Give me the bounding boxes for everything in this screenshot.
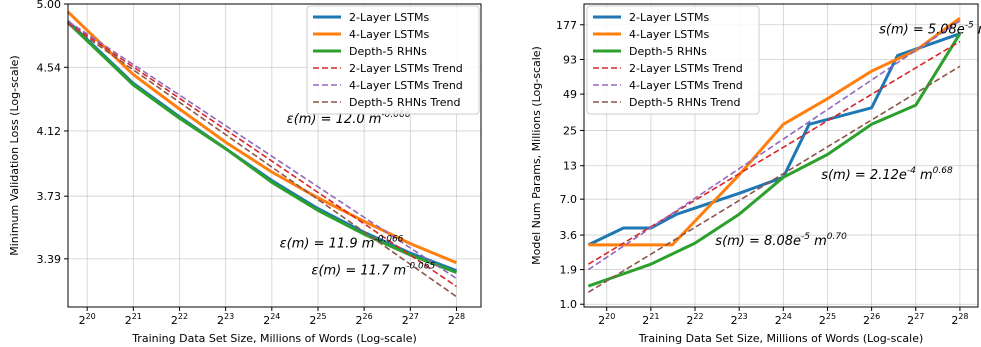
- y-tick-label: 4.12: [37, 125, 62, 138]
- y-axis-label: Minimum Validation Loss (Log-scale): [8, 55, 21, 255]
- trend-formula: ε(m) = 11.7 m-0.065: [311, 262, 435, 279]
- trend-formula: s(m) = 8.08e-5 m0.70: [715, 232, 847, 249]
- y-tick-label: 1.0: [560, 298, 578, 311]
- legend-box: [586, 5, 760, 115]
- series-line-4: [587, 40, 961, 265]
- trend-formula: s(m) = 2.12e-4 m0.68: [821, 166, 953, 183]
- x-tick-label: 223: [731, 312, 748, 327]
- x-tick-label: 226: [863, 312, 880, 327]
- trend-formula: s(m) = 5.08e-5 m0.781: [879, 21, 981, 38]
- series-line-2: [588, 16, 961, 247]
- chart-panel-2: 220 221 222 223 224 225 226 227 228 1.0 1.9 3.6 7.0 1…: [530, 3, 981, 345]
- x-tick-label: 226: [356, 312, 373, 327]
- axes-frame: [583, 3, 979, 308]
- legend-label: 4-Layer LSTMs: [349, 28, 429, 41]
- legend-label: 2-Layer LSTMs Trend: [349, 62, 463, 75]
- trend-formula: ε(m) = 12.0 m-0.066: [287, 110, 411, 127]
- legend: 2-Layer LSTMs 4-Layer LSTMs Depth-5 RHNs 2-…: [306, 5, 480, 115]
- x-tick-label: 221: [125, 312, 142, 327]
- legend-label: 2-Layer LSTMs: [629, 11, 709, 24]
- legend-label: 2-Layer LSTMs Trend: [629, 62, 743, 75]
- legend: 2-Layer LSTMs 4-Layer LSTMs Depth-5 RHNs 2-…: [586, 5, 760, 115]
- x-tick-label: 221: [642, 312, 659, 327]
- x-tick-label: 224: [263, 312, 280, 327]
- series-line-6: [587, 65, 961, 293]
- series-line-6: [67, 23, 457, 298]
- legend-box: [306, 5, 480, 115]
- series-line-1: [587, 32, 961, 247]
- legend-label: Depth-5 RHNs: [629, 45, 707, 58]
- y-tick-label: 7.0: [560, 193, 578, 206]
- x-tick-label: 223: [217, 312, 234, 327]
- legend-label: 4-Layer LSTMs Trend: [349, 79, 463, 92]
- x-axis-label: Training Data Set Size, Millions of Word…: [638, 332, 924, 345]
- y-axis-label: Model Num Params, Millions (Log-scale): [530, 46, 543, 265]
- y-tick-label: 4.54: [37, 61, 62, 74]
- x-tick-label: 224: [775, 312, 792, 327]
- x-axis-label: Training Data Set Size, Millions of Word…: [131, 332, 417, 345]
- legend-label: 4-Layer LSTMs: [629, 28, 709, 41]
- legend-label: 4-Layer LSTMs Trend: [629, 79, 743, 92]
- series-line-3: [66, 21, 458, 274]
- series-line-5: [587, 20, 961, 271]
- x-tick-label: 222: [171, 312, 188, 327]
- y-tick-label: 1.9: [560, 264, 578, 277]
- x-tick-label: 220: [79, 312, 96, 327]
- axes-frame: [67, 3, 482, 308]
- trend-formula: ε(m) = 11.9 m-0.066: [280, 234, 404, 251]
- legend-label: Depth-5 RHNs Trend: [629, 96, 740, 109]
- y-tick-label: 3.73: [37, 190, 62, 203]
- legend-label: 2-Layer LSTMs: [349, 11, 429, 24]
- y-tick-label: 13: [563, 160, 577, 173]
- x-tick-label: 222: [686, 312, 703, 327]
- y-tick-label: 3.39: [37, 253, 62, 266]
- y-tick-label: 5.00: [37, 0, 62, 11]
- x-tick-label: 225: [309, 312, 326, 327]
- y-tick-label: 3.6: [560, 229, 578, 242]
- x-tick-label: 227: [402, 312, 419, 327]
- x-tick-label: 225: [819, 312, 836, 327]
- x-tick-label: 227: [907, 312, 924, 327]
- y-tick-label: 49: [563, 88, 577, 101]
- series-line-2: [66, 10, 458, 265]
- legend-label: Depth-5 RHNs Trend: [349, 96, 460, 109]
- y-tick-label: 93: [563, 54, 577, 67]
- legend-label: Depth-5 RHNs: [349, 45, 427, 58]
- x-tick-label: 228: [448, 312, 465, 327]
- chart-panel-1: 220 221 222 223 224 225 226 227 228 3.39 3.73 4.12 4…: [8, 0, 482, 345]
- series-line-3: [587, 32, 962, 288]
- series-line-4: [67, 21, 457, 288]
- x-tick-label: 220: [598, 312, 615, 327]
- series-line-5: [67, 20, 457, 280]
- y-tick-label: 25: [563, 124, 577, 137]
- y-tick-label: 177: [556, 19, 577, 32]
- x-tick-label: 228: [951, 312, 968, 327]
